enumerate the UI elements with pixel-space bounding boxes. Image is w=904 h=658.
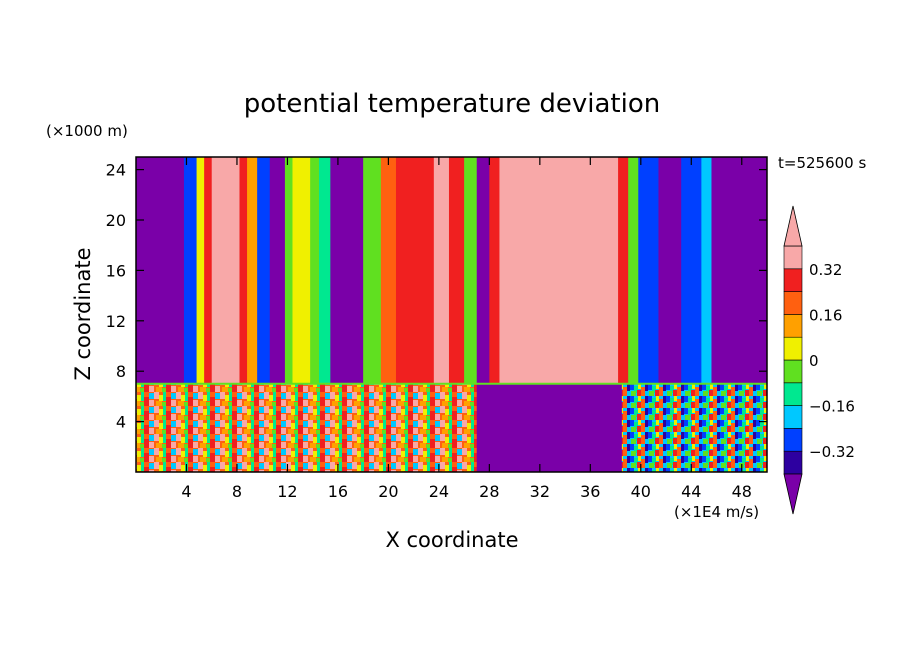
upper-column <box>701 157 713 384</box>
upper-column <box>476 157 490 384</box>
upper-column <box>247 157 258 384</box>
upper-column <box>284 157 294 384</box>
upper-column <box>196 157 205 384</box>
lower-segment <box>136 383 478 472</box>
upper-column <box>448 157 465 384</box>
colorbar-box <box>783 336 803 361</box>
lower-segment <box>621 383 767 472</box>
y-tick-label: 24 <box>106 161 126 180</box>
plot-frame <box>135 156 768 473</box>
y-tick-label: 12 <box>106 312 126 331</box>
colorbar-tick-label: −0.32 <box>809 443 855 461</box>
upper-column <box>658 157 682 384</box>
x-tick-label: 28 <box>479 482 499 501</box>
upper-features <box>532 351 563 382</box>
x-tick-label: 4 <box>181 482 191 501</box>
upper-column <box>310 157 320 384</box>
upper-layer <box>136 157 767 384</box>
x-unit-label: (×1E4 m/s) <box>674 503 759 521</box>
colorbar-tick-label: 0.16 <box>809 306 842 324</box>
upper-column <box>433 157 450 384</box>
upper-column <box>257 157 271 384</box>
x-axis-ticks: 4 8 12 16 20 24 28 32 36 40 44 48 <box>181 157 752 501</box>
x-tick-label: 48 <box>732 482 752 501</box>
upper-column <box>204 157 213 384</box>
upper-column <box>269 157 286 384</box>
upper-column <box>211 157 241 384</box>
plot-area <box>136 157 767 472</box>
upper-column <box>681 157 702 384</box>
colorbar-box <box>783 450 803 475</box>
colorbar-arrow-top <box>783 205 803 247</box>
upper-column <box>711 157 767 384</box>
chart-title: potential temperature deviation <box>244 89 660 119</box>
colorbar-arrow-bottom <box>783 473 803 515</box>
colorbar: 0.32 0.16 0 −0.16 −0.32 <box>783 205 855 515</box>
x-tick-label: 44 <box>681 482 701 501</box>
upper-column <box>330 157 364 384</box>
x-tick-label: 40 <box>631 482 651 501</box>
upper-column <box>136 157 185 384</box>
time-label: t=525600 s <box>778 154 866 172</box>
upper-column <box>239 157 248 384</box>
colorbar-box <box>783 314 803 338</box>
upper-feature <box>532 351 563 382</box>
colorbar-box <box>783 428 803 452</box>
colorbar-box <box>783 405 803 429</box>
y-unit-label: (×1000 m) <box>46 122 128 140</box>
x-tick-label: 12 <box>277 482 297 501</box>
x-tick-label: 16 <box>328 482 348 501</box>
colorbar-box <box>783 268 803 292</box>
colorbar-tick-label: 0 <box>809 352 819 370</box>
upper-column <box>395 157 435 384</box>
upper-column <box>464 157 478 384</box>
x-axis-label: X coordinate <box>385 528 518 552</box>
colorbar-box <box>783 245 803 270</box>
upper-column <box>363 157 382 384</box>
colorbar-tick-label: −0.16 <box>809 398 855 416</box>
colorbar-box <box>783 291 803 315</box>
upper-column <box>628 157 639 384</box>
y-axis-label: Z coordinate <box>71 247 95 380</box>
upper-column <box>499 157 619 384</box>
upper-column <box>489 157 501 384</box>
y-tick-label: 8 <box>116 362 126 381</box>
lower-segment <box>476 383 623 472</box>
x-tick-label: 20 <box>378 482 398 501</box>
upper-column <box>380 157 397 384</box>
y-axis-ticks: 4 8 12 16 20 24 <box>106 161 767 432</box>
x-tick-label: 32 <box>530 482 550 501</box>
colorbar-box <box>783 382 803 406</box>
lower-layer <box>136 383 767 472</box>
x-tick-label: 8 <box>232 482 242 501</box>
y-tick-label: 16 <box>106 261 126 280</box>
upper-column <box>318 157 331 384</box>
y-tick-label: 20 <box>106 211 126 230</box>
colorbar-box <box>783 359 803 384</box>
upper-column <box>183 157 198 384</box>
x-tick-label: 24 <box>429 482 449 501</box>
upper-column <box>292 157 311 384</box>
upper-column <box>638 157 660 384</box>
y-tick-label: 4 <box>116 413 126 432</box>
x-tick-label: 36 <box>580 482 600 501</box>
colorbar-tick-label: 0.32 <box>809 261 842 279</box>
upper-column <box>618 157 629 384</box>
